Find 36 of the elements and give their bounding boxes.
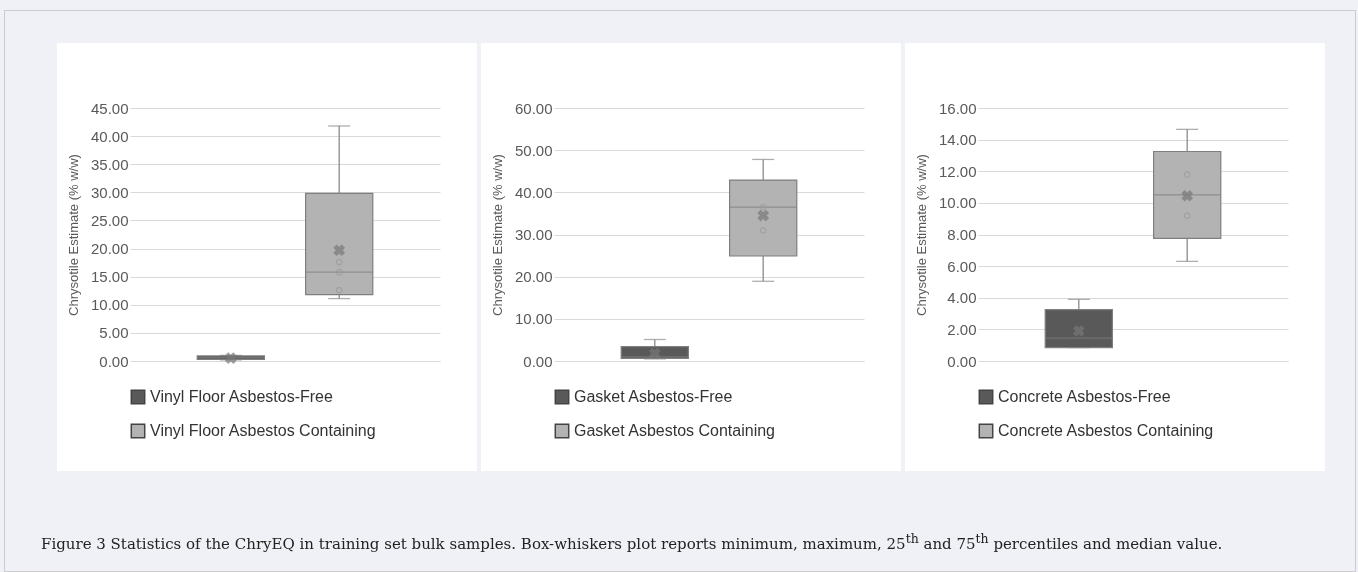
- y-axis-title: Chrysotile Estimate (% w/w): [913, 154, 929, 316]
- y-tick-label: 6.00: [947, 257, 977, 275]
- caption: Figure 3 Statistics of the ChryEQ in training set bulk samples. Box-whiskers plot reports minimum, maximum, 25$^{th}$ and 75$^{th}$ percentiles and median value.: [41, 531, 1223, 553]
- y-tick-label: 4.00: [947, 289, 977, 307]
- y-tick-label: 25.00: [90, 211, 129, 229]
- y-tick-label: 12.00: [938, 162, 977, 180]
- y-tick-label: 45.00: [90, 99, 129, 117]
- legend-label: Concrete Asbestos Containing: [998, 422, 1214, 439]
- y-tick-label: 10.00: [514, 310, 553, 328]
- y-tick-label: 40.00: [514, 183, 553, 201]
- y-axis-title: Chrysotile Estimate (% w/w): [65, 154, 81, 316]
- y-tick-label: 50.00: [514, 141, 553, 159]
- y-tick-label: 0.00: [523, 352, 553, 370]
- y-tick-label: 20.00: [514, 268, 553, 286]
- legend-label: Gasket Asbestos-Free: [574, 388, 733, 405]
- y-tick-label: 0.00: [947, 352, 977, 370]
- y-tick-label: 15.00: [90, 268, 129, 286]
- legend-label: Gasket Asbestos Containing: [574, 422, 776, 439]
- legend-label: Concrete Asbestos-Free: [998, 388, 1171, 405]
- y-tick-label: 10.00: [90, 296, 129, 314]
- y-tick-label: 10.00: [938, 194, 977, 212]
- legend-label: Vinyl Floor Asbestos-Free: [150, 388, 333, 405]
- y-tick-label: 35.00: [90, 155, 129, 173]
- y-tick-label: 30.00: [514, 226, 553, 243]
- y-axis-title: Chrysotile Estimate (% w/w): [489, 154, 505, 316]
- y-tick-label: 5.00: [99, 324, 129, 342]
- y-tick-label: 20.00: [90, 240, 129, 258]
- legend-label: Vinyl Floor Asbestos Containing: [150, 422, 376, 439]
- y-tick-label: 40.00: [90, 127, 129, 145]
- y-tick-label: 14.00: [938, 131, 977, 149]
- y-tick-label: 60.00: [514, 99, 553, 117]
- y-tick-label: 30.00: [90, 183, 129, 201]
- y-tick-label: 16.00: [938, 99, 977, 117]
- y-tick-label: 8.00: [947, 226, 977, 243]
- y-tick-label: 2.00: [947, 320, 977, 338]
- y-tick-label: 0.00: [99, 352, 129, 370]
